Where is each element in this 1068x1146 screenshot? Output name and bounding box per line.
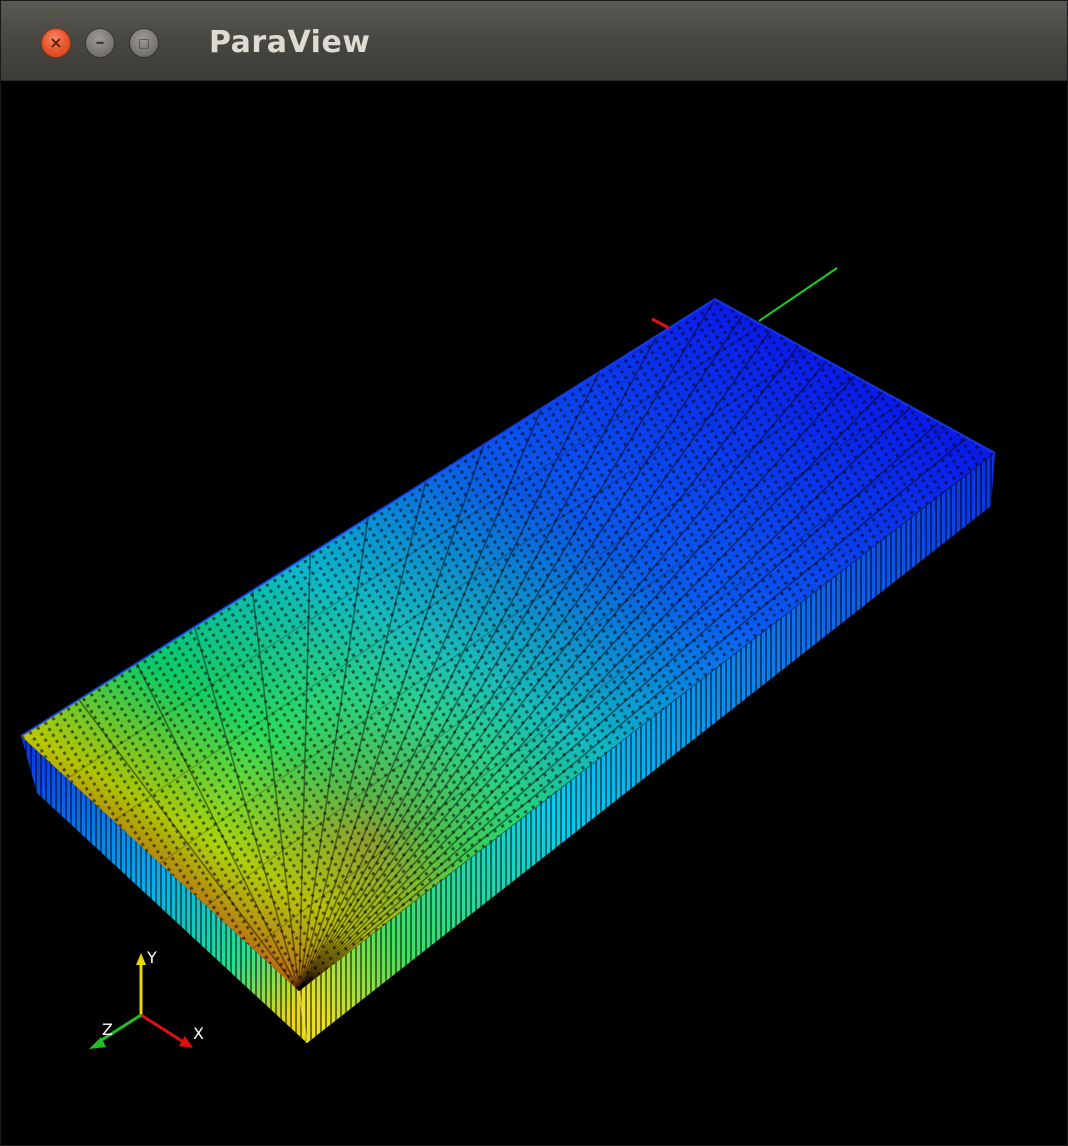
mesh-fan-line [298, 335, 658, 991]
mesh-fan-line [298, 371, 601, 991]
mesh-fan-line [78, 699, 300, 991]
mesh-fan-line [298, 390, 884, 991]
mesh-fan-line [298, 407, 543, 991]
z-axis-line [96, 1013, 142, 1045]
maximize-icon: □ [138, 36, 150, 50]
mesh-fan-line [298, 517, 369, 991]
mesh-cross-line [67, 324, 762, 780]
slab-back-edge [20, 297, 996, 737]
x-axis-arrowhead [179, 1036, 193, 1048]
world-axis-x-line [651, 317, 670, 330]
window-title: ParaView [209, 25, 371, 60]
close-icon: × [49, 33, 63, 52]
mesh-cross-line [159, 375, 856, 864]
minimize-icon: – [95, 32, 105, 53]
mesh-cross-line [252, 426, 949, 949]
mesh-fan-line [298, 313, 744, 991]
mesh-fan-line [298, 375, 856, 991]
title-bar[interactable]: × – □ ParaView [1, 1, 1067, 81]
mesh-fan-line [298, 299, 716, 991]
y-axis-label: Y [146, 948, 157, 967]
world-axis-z-line [758, 267, 838, 322]
render-view-canvas[interactable]: Y X Z [7, 81, 1063, 1145]
orientation-axes: Y X Z [89, 948, 204, 1049]
top-face-texture [21, 299, 995, 991]
mesh-fan-line [251, 590, 300, 991]
mesh-fan-line [298, 344, 800, 991]
x-axis-line [140, 1013, 186, 1045]
maximize-button[interactable]: □ [129, 28, 159, 58]
side-left-texture [21, 736, 307, 1043]
mesh-fan-line [135, 662, 300, 991]
mesh-fan-line [298, 406, 912, 991]
mesh-fan-line [298, 329, 772, 991]
close-button[interactable]: × [41, 28, 71, 58]
mesh-fan-line [298, 480, 427, 991]
mesh-cross-line [113, 349, 809, 822]
mesh-fan-line [298, 444, 485, 991]
render-view[interactable]: Y X Z [7, 81, 1063, 1145]
y-axis-arrowhead [136, 953, 146, 965]
z-axis-arrowhead [89, 1037, 106, 1049]
minimize-button[interactable]: – [85, 28, 115, 58]
mesh-fan-line [298, 553, 311, 991]
mesh-cross-line [205, 401, 903, 907]
mesh-fan-line [298, 436, 968, 991]
side-right-texture [299, 453, 995, 1043]
z-axis-label: Z [102, 1020, 113, 1039]
x-axis-label: X [193, 1024, 204, 1043]
mesh-fan-line [193, 626, 300, 991]
slab-front-corner-edge [298, 990, 308, 1044]
mesh-fan-line [298, 421, 940, 991]
mesh-fan-line [298, 360, 828, 991]
